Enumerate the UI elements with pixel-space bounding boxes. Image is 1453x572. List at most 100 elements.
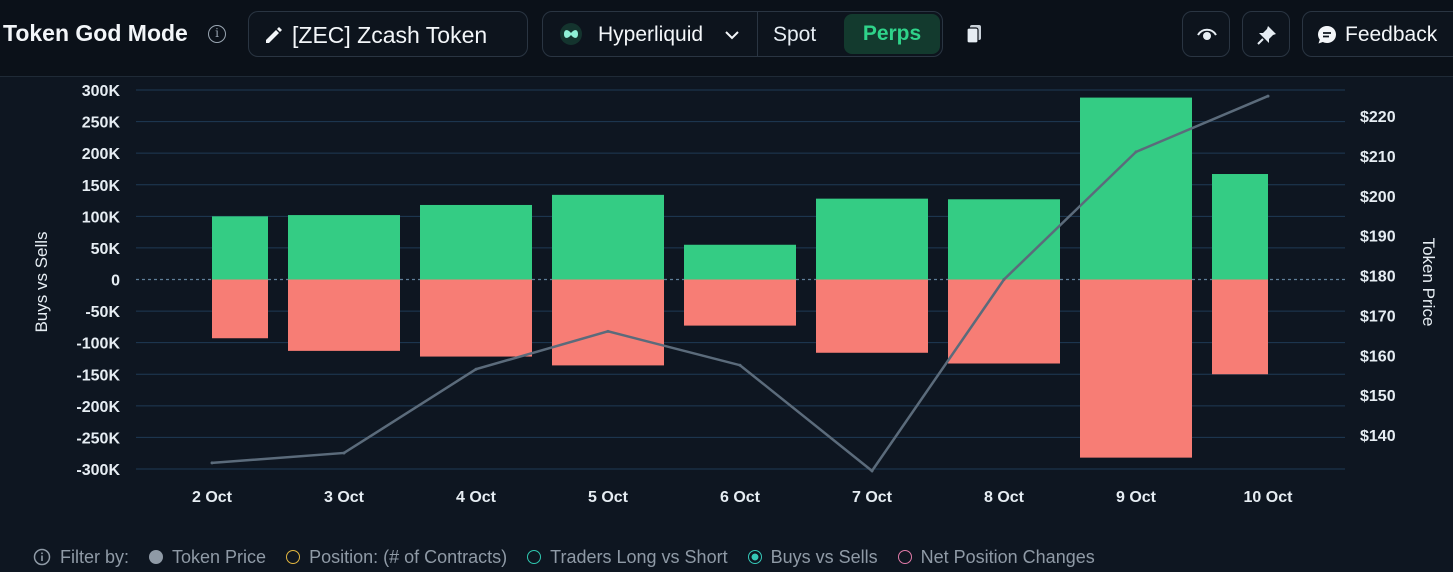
- filter-item-label: Token Price: [172, 546, 267, 567]
- buy-bar[interactable]: [816, 198, 928, 280]
- price-point[interactable]: [474, 367, 478, 371]
- y-tick-label: 300K: [82, 83, 121, 100]
- right-axis-ticks: $220 $210 $200 $190 $180 $170 $160 $150 $140: [1360, 109, 1396, 445]
- price-point[interactable]: [1266, 94, 1270, 98]
- price-point[interactable]: [210, 461, 214, 465]
- feedback-button[interactable]: Feedback: [1302, 11, 1453, 57]
- y2-tick-label: $190: [1360, 229, 1396, 246]
- y2-tick-label: $160: [1360, 348, 1396, 365]
- watch-button[interactable]: [1182, 11, 1230, 57]
- y-tick-label: 0: [111, 273, 120, 290]
- left-axis-label: Buys vs Sells: [32, 231, 51, 332]
- copy-icon[interactable]: [965, 24, 983, 44]
- y2-tick-label: $210: [1360, 149, 1396, 166]
- x-tick-label: 8 Oct: [984, 489, 1025, 506]
- filter-dot-icon: [149, 550, 164, 564]
- sell-bar[interactable]: [684, 279, 796, 326]
- filter-label: Filter by:: [33, 547, 129, 568]
- filter-dot-icon: [286, 550, 301, 564]
- y-tick-label: -100K: [76, 336, 120, 353]
- buy-bar[interactable]: [288, 215, 400, 280]
- y-tick-label: -150K: [76, 367, 120, 384]
- filter-item-label: Traders Long vs Short: [550, 546, 728, 567]
- buy-bar[interactable]: [684, 244, 796, 280]
- hyperliquid-icon: [560, 23, 582, 45]
- chevron-down-icon: [725, 31, 739, 40]
- filter-item[interactable]: Net Position Changes: [897, 547, 1095, 568]
- price-point[interactable]: [1134, 150, 1138, 154]
- info-icon[interactable]: i: [208, 25, 226, 43]
- filter-item[interactable]: Position: (# of Contracts): [286, 547, 507, 568]
- y2-tick-label: $180: [1360, 269, 1396, 286]
- eye-icon: [1197, 28, 1217, 40]
- sell-bar[interactable]: [288, 279, 400, 351]
- pencil-icon: [266, 27, 282, 43]
- filter-dot-icon: [747, 550, 762, 564]
- venue-label: Hyperliquid: [598, 23, 704, 46]
- filter-item[interactable]: Traders Long vs Short: [527, 546, 728, 568]
- x-tick-label: 7 Oct: [852, 489, 893, 506]
- y2-tick-label: $170: [1360, 308, 1396, 325]
- right-axis-label: Token Price: [1419, 238, 1438, 327]
- pin-icon: [1257, 26, 1276, 45]
- venue-group: Hyperliquid Spot Perps: [542, 11, 943, 57]
- sell-bar[interactable]: [212, 279, 268, 339]
- token-label: [ZEC] Zcash Token: [292, 22, 488, 48]
- y-tick-label: 200K: [82, 146, 121, 163]
- buy-bar[interactable]: [212, 216, 268, 280]
- token-price-line: [210, 94, 1270, 473]
- y2-tick-label: $150: [1360, 388, 1396, 405]
- tab-spot[interactable]: Spot: [773, 23, 817, 46]
- venue-dropdown[interactable]: Hyperliquid: [543, 12, 758, 56]
- buy-bar[interactable]: [1212, 174, 1268, 280]
- top-bar: Token God Mode i [ZEC] Zcash Token Hyper…: [0, 0, 1453, 77]
- x-tick-label: 5 Oct: [588, 489, 629, 506]
- page-title: Token God Mode: [3, 20, 188, 46]
- filter-dot-icon: [897, 550, 912, 564]
- x-tick-label: 9 Oct: [1116, 489, 1157, 506]
- y-tick-label: 50K: [91, 241, 121, 258]
- filter-bar: Filter by: Token Price Position: (# of Co…: [33, 544, 1115, 570]
- filter-item-label: Position: (# of Contracts): [309, 546, 508, 567]
- x-tick-label: 2 Oct: [192, 489, 233, 506]
- sell-bar[interactable]: [1080, 279, 1192, 458]
- price-point[interactable]: [738, 363, 742, 367]
- y-tick-label: -200K: [76, 399, 120, 416]
- filter-item-label: Buys vs Sells: [770, 546, 878, 567]
- buy-bar[interactable]: [948, 199, 1060, 280]
- sell-bar[interactable]: [552, 279, 664, 366]
- x-axis-ticks: 2 Oct 3 Oct 4 Oct 5 Oct 6 Oct 7 Oct 8 Oct 9 Oct…: [192, 489, 1293, 506]
- x-tick-label: 4 Oct: [456, 489, 497, 506]
- x-tick-label: 6 Oct: [720, 489, 761, 506]
- y2-tick-label: $200: [1360, 189, 1396, 206]
- buy-bar[interactable]: [552, 194, 664, 280]
- chat-bubble-icon: [1318, 26, 1336, 44]
- buy-bar[interactable]: [420, 204, 532, 280]
- token-selector-button[interactable]: [ZEC] Zcash Token: [248, 11, 528, 57]
- filter-label-text: Filter by:: [60, 546, 130, 567]
- pin-button[interactable]: [1242, 11, 1290, 57]
- sell-bar[interactable]: [1212, 279, 1268, 375]
- y-tick-label: 250K: [82, 115, 121, 132]
- tab-perps[interactable]: Perps: [844, 14, 940, 54]
- price-point[interactable]: [870, 469, 874, 473]
- price-point[interactable]: [1002, 277, 1006, 281]
- price-point[interactable]: [606, 329, 610, 333]
- sell-bar[interactable]: [948, 279, 1060, 364]
- filter-item[interactable]: Buys vs Sells: [747, 546, 878, 568]
- feedback-label: Feedback: [1345, 23, 1438, 46]
- info-icon: [33, 548, 51, 566]
- y-tick-label: -50K: [85, 304, 120, 321]
- sell-bar[interactable]: [420, 279, 532, 357]
- left-axis-ticks: 300K 250K 200K 150K 100K 50K 0 -50K -100K -150K -2…: [76, 83, 120, 479]
- y-tick-label: -300K: [76, 462, 120, 479]
- y-tick-label: 150K: [82, 178, 121, 195]
- x-tick-label: 3 Oct: [324, 489, 365, 506]
- y-tick-label: 100K: [82, 209, 121, 226]
- x-tick-label: 10 Oct: [1244, 489, 1294, 506]
- sell-bar[interactable]: [816, 279, 928, 353]
- y2-tick-label: $220: [1360, 109, 1396, 126]
- price-point[interactable]: [342, 451, 346, 455]
- buys-vs-sells-chart: 300K 250K 200K 150K 100K 50K 0 -50K -100K -150K -2…: [32, 83, 1438, 506]
- filter-item[interactable]: Token Price: [149, 547, 266, 568]
